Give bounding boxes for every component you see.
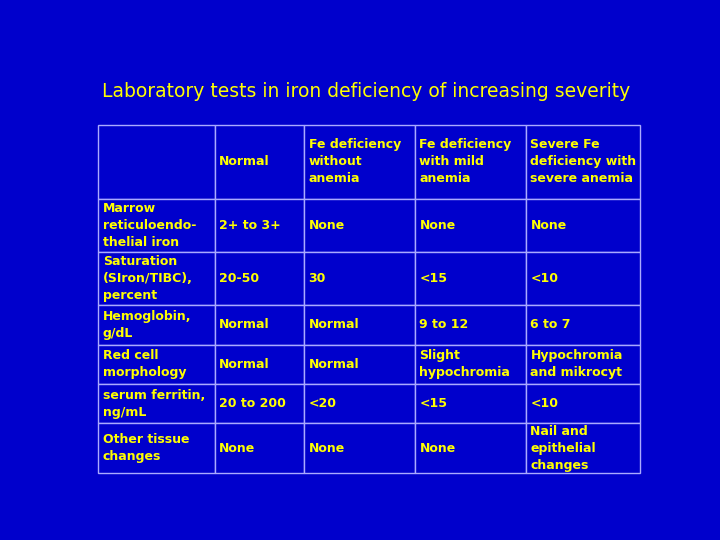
Bar [526,305,639,345]
Text: Normal: Normal [308,318,359,332]
Bar [415,199,526,252]
Bar [304,305,415,345]
Bar [99,384,215,423]
Bar [526,423,639,473]
Text: None: None [420,442,456,455]
Text: Fe deficiency
without
anemia: Fe deficiency without anemia [308,138,401,185]
Bar [99,252,215,305]
Text: Hypochromia
and mikrocyt: Hypochromia and mikrocyt [531,349,623,379]
Text: 6 to 7: 6 to 7 [531,318,571,332]
Text: 20-50: 20-50 [219,272,259,285]
Text: None: None [531,219,567,232]
Bar [215,199,304,252]
Text: Normal: Normal [219,318,270,332]
Bar [304,423,415,473]
Text: <20: <20 [308,397,336,410]
Text: Red cell
morphology: Red cell morphology [103,349,186,379]
Bar [99,423,215,473]
Bar [215,345,304,384]
Bar [415,345,526,384]
Text: Nail and
epithelial
changes: Nail and epithelial changes [531,425,596,472]
Text: 2+ to 3+: 2+ to 3+ [219,219,281,232]
Text: Hemoglobin,
g/dL: Hemoglobin, g/dL [103,310,192,340]
Text: <10: <10 [531,397,559,410]
Text: Normal: Normal [308,358,359,371]
Bar [526,199,639,252]
Text: 20 to 200: 20 to 200 [219,397,286,410]
Bar [415,305,526,345]
Text: <10: <10 [531,272,559,285]
Bar [215,384,304,423]
Text: Slight
hypochromia: Slight hypochromia [420,349,510,379]
Bar [215,125,304,199]
Bar [415,384,526,423]
Bar [215,305,304,345]
Bar [304,345,415,384]
Bar [99,345,215,384]
Bar [304,252,415,305]
Text: Saturation
(SIron/TIBC),
percent: Saturation (SIron/TIBC), percent [103,255,193,302]
Bar [526,252,639,305]
Bar [526,125,639,199]
Bar [215,252,304,305]
Bar [415,423,526,473]
Bar [99,125,215,199]
Bar [526,384,639,423]
Text: Normal: Normal [219,156,270,168]
Bar [415,252,526,305]
Text: 9 to 12: 9 to 12 [420,318,469,332]
Text: None: None [219,442,256,455]
Text: Marrow
reticuloendo-
thelial iron: Marrow reticuloendo- thelial iron [103,202,197,249]
Bar [99,305,215,345]
Text: Fe deficiency
with mild
anemia: Fe deficiency with mild anemia [420,138,512,185]
Text: serum ferritin,
ng/mL: serum ferritin, ng/mL [103,389,205,419]
Bar [526,345,639,384]
Bar [99,199,215,252]
Bar [215,423,304,473]
Text: Laboratory tests in iron deficiency of increasing severity: Laboratory tests in iron deficiency of i… [102,82,631,102]
Bar [415,125,526,199]
Bar [304,199,415,252]
Text: None: None [308,219,345,232]
Text: Other tissue
changes: Other tissue changes [103,433,189,463]
Text: Normal: Normal [219,358,270,371]
Text: None: None [420,219,456,232]
Bar [304,125,415,199]
Text: Severe Fe
deficiency with
severe anemia: Severe Fe deficiency with severe anemia [531,138,636,185]
Text: 30: 30 [308,272,326,285]
Text: None: None [308,442,345,455]
Text: <15: <15 [420,272,447,285]
Bar [304,384,415,423]
Text: <15: <15 [420,397,447,410]
